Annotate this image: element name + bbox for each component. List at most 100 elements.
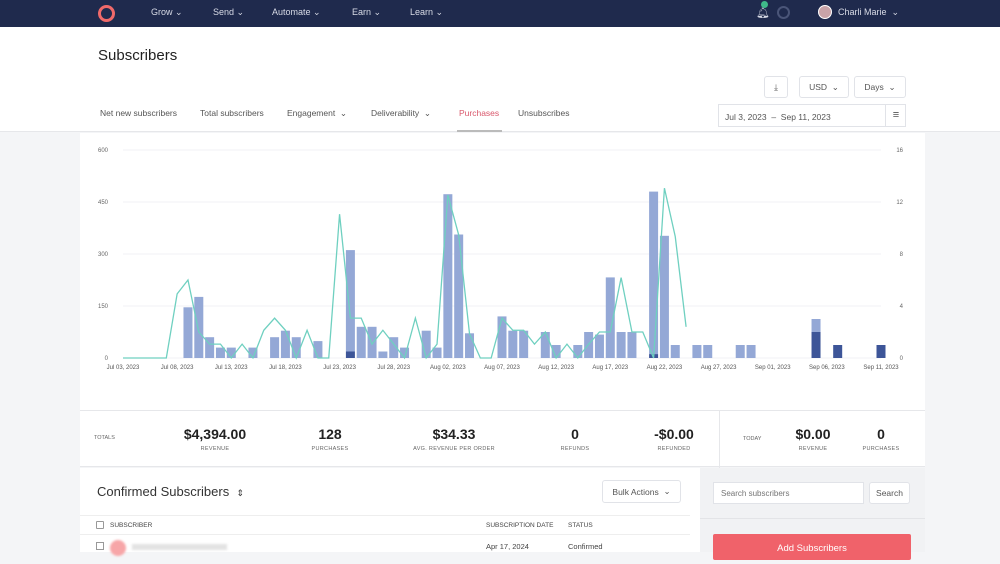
interval-select[interactable]: Days ⌄: [854, 76, 906, 98]
bar-light: [573, 345, 583, 358]
avatar[interactable]: [818, 5, 832, 19]
bar-light: [627, 332, 637, 358]
bulk-actions-button[interactable]: Bulk Actions ⌄: [602, 480, 681, 503]
stat-refunds: 0 REFUNDS: [515, 411, 635, 452]
search-input[interactable]: [713, 482, 864, 504]
date-range-text: Jul 3, 2023 – Sep 11, 2023: [725, 112, 831, 122]
stat-purchases: 128 PURCHASES: [270, 411, 390, 452]
download-icon: ⤓: [774, 81, 778, 92]
bar-light: [670, 345, 680, 358]
nav-grow[interactable]: Grow ⌄: [151, 7, 183, 17]
list-title-text: Confirmed Subscribers: [97, 484, 230, 499]
table-row[interactable]: Apr 17, 2024 Confirmed: [80, 536, 690, 556]
divider: [700, 518, 925, 519]
tab-label: Engagement: [287, 108, 336, 118]
totals-bar: TOTALS $4,394.00 REVENUE 128 PURCHASES $34…: [80, 410, 925, 468]
column-subscriber[interactable]: SUBSCRIBER: [110, 522, 153, 529]
bar-light: [594, 334, 604, 358]
today-revenue: $0.00 REVENUE: [753, 411, 873, 452]
x-tick-label: Jul 13, 2023: [215, 365, 248, 371]
bar-light: [280, 330, 290, 358]
stat-value: $34.33: [432, 426, 476, 442]
y-right-tick-label: 4: [900, 304, 904, 310]
bar-light: [811, 319, 821, 332]
notification-badge: [761, 1, 768, 8]
bar-light: [226, 347, 236, 358]
y-left-tick-label: 150: [98, 304, 109, 310]
bar-light: [746, 345, 756, 358]
select-all-checkbox[interactable]: [96, 521, 104, 529]
x-tick-label: Jul 28, 2023: [377, 365, 410, 371]
sort-icon: ⇕: [236, 488, 244, 498]
date-start: Jul 3, 2023: [725, 112, 767, 122]
nav-label: Send: [213, 7, 235, 17]
totals-label: TOTALS: [94, 435, 115, 441]
tab-total[interactable]: Total subscribers: [200, 108, 264, 118]
interval-value: Days: [864, 82, 884, 92]
bar-light: [443, 194, 453, 358]
active-tab-indicator: [457, 130, 502, 132]
bar-light: [421, 330, 431, 358]
tab-net-new[interactable]: Net new subscribers: [100, 108, 178, 118]
currency-value: USD: [809, 82, 828, 92]
avatar: [110, 540, 126, 556]
stat-refunded: -$0.00 REFUNDED: [614, 411, 734, 452]
bar-light: [291, 337, 301, 358]
divider: [719, 411, 720, 468]
bell-icon[interactable]: 🔔︎: [756, 7, 770, 19]
y-right-tick-label: 0: [900, 356, 904, 362]
stat-value: -$0.00: [654, 426, 694, 442]
bulk-actions-label: Bulk Actions: [612, 486, 659, 497]
y-right-tick-label: 12: [896, 200, 903, 206]
revenue-line: [123, 187, 687, 360]
menu-icon[interactable]: ≡: [885, 105, 906, 126]
tab-purchases[interactable]: Purchases: [459, 108, 500, 118]
nav-earn[interactable]: Earn ⌄: [352, 7, 382, 17]
nav-label: Grow: [151, 7, 173, 17]
date-range-picker[interactable]: Jul 3, 2023 – Sep 11, 2023 ≡: [718, 104, 906, 127]
y-right-tick-label: 8: [900, 252, 904, 258]
currency-select[interactable]: USD ⌄: [799, 76, 849, 98]
date-end: Sep 11, 2023: [780, 112, 831, 122]
loading-ring-icon: [777, 6, 790, 19]
stat-label: PURCHASES: [862, 446, 900, 452]
bar-light: [497, 316, 507, 358]
x-tick-label: Sep 01, 2023: [755, 365, 791, 371]
bar-light: [345, 250, 355, 352]
tab-deliverability[interactable]: Deliverability ⌄: [371, 108, 432, 118]
y-left-tick-label: 600: [98, 148, 109, 154]
list-title[interactable]: Confirmed Subscribers ⇕: [97, 484, 244, 499]
stat-revenue: $4,394.00 REVENUE: [155, 411, 275, 452]
bar-light: [378, 351, 388, 358]
x-tick-label: Aug 02, 2023: [430, 365, 466, 371]
x-tick-label: Jul 08, 2023: [161, 365, 194, 371]
sidebar-panel: Search Add Subscribers: [700, 468, 925, 560]
nav-automate[interactable]: Automate ⌄: [272, 7, 321, 17]
add-subscribers-button[interactable]: Add Subscribers: [713, 534, 911, 560]
nav-send[interactable]: Send ⌄: [213, 7, 245, 17]
x-tick-label: Jul 03, 2023: [107, 365, 140, 371]
column-subscription-date[interactable]: SUBSCRIPTION DATE: [486, 522, 554, 529]
bar-light: [356, 326, 366, 358]
x-tick-label: Aug 12, 2023: [538, 365, 574, 371]
table-header: SUBSCRIBER SUBSCRIPTION DATE STATUS: [80, 515, 690, 535]
user-menu[interactable]: Charli Marie ⌄: [838, 7, 900, 17]
nav-learn[interactable]: Learn ⌄: [410, 7, 444, 17]
bar-dark: [345, 351, 355, 358]
tab-engagement[interactable]: Engagement ⌄: [287, 108, 348, 118]
search-button[interactable]: Search: [869, 482, 910, 504]
stat-avg-revenue: $34.33 AVG. REVENUE PER ORDER: [394, 411, 514, 452]
x-tick-label: Sep 06, 2023: [809, 365, 845, 371]
tab-unsubscribes[interactable]: Unsubscribes: [518, 108, 570, 118]
nav-label: Earn: [352, 7, 372, 17]
download-button[interactable]: ⤓: [764, 76, 788, 98]
bar-light: [194, 296, 204, 358]
date-separator: –: [771, 112, 777, 122]
row-checkbox[interactable]: [96, 542, 104, 550]
stat-label: AVG. REVENUE PER ORDER: [413, 446, 495, 452]
bar-light: [367, 326, 377, 358]
column-status[interactable]: STATUS: [568, 522, 593, 529]
bar-light: [659, 235, 669, 358]
bar-light: [735, 345, 745, 358]
logo-icon[interactable]: [98, 5, 115, 22]
